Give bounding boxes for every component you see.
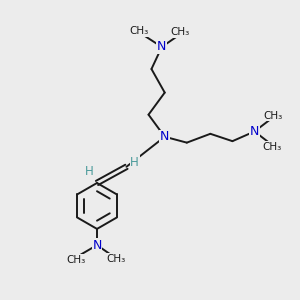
Text: N: N xyxy=(92,238,102,252)
Text: N: N xyxy=(160,130,169,143)
Text: CH₃: CH₃ xyxy=(263,110,283,121)
Text: CH₃: CH₃ xyxy=(171,27,190,37)
Text: H: H xyxy=(84,165,93,178)
Text: H: H xyxy=(130,156,139,169)
Text: CH₃: CH₃ xyxy=(66,255,85,265)
Text: N: N xyxy=(250,125,259,138)
Text: CH₃: CH₃ xyxy=(262,142,282,152)
Text: CH₃: CH₃ xyxy=(130,26,149,36)
Text: N: N xyxy=(157,40,167,53)
Text: CH₃: CH₃ xyxy=(106,254,126,264)
